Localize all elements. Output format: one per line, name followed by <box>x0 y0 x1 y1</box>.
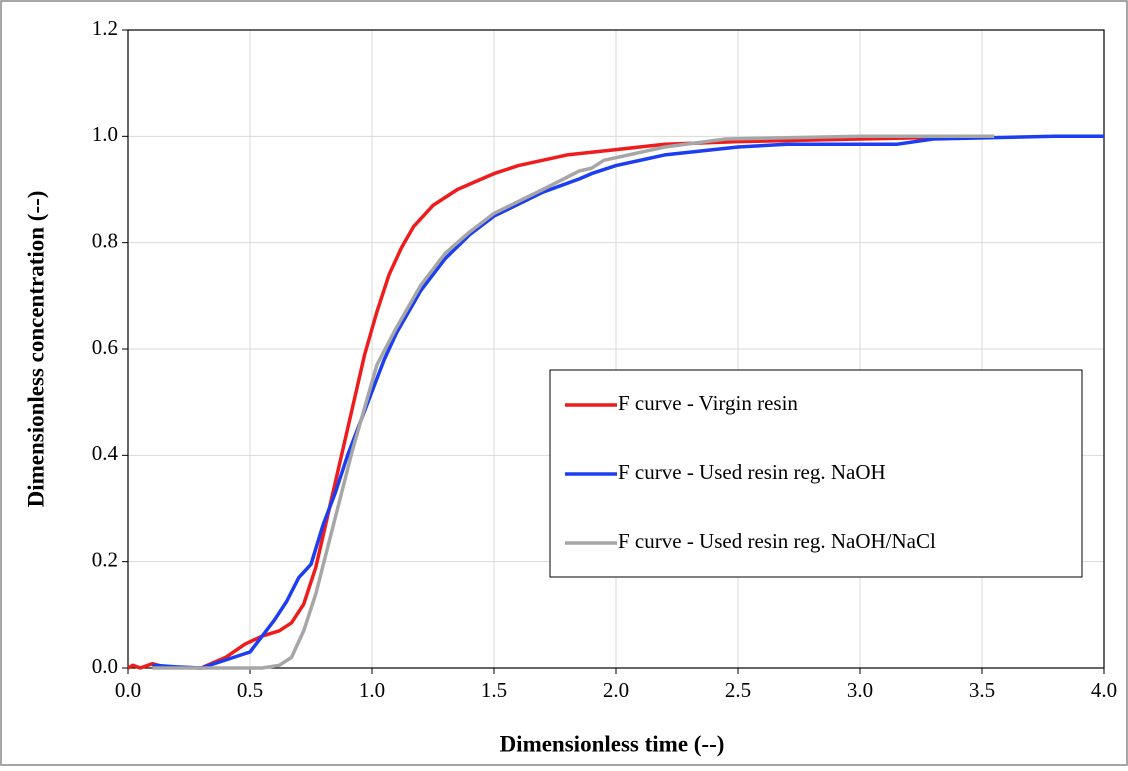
y-tick-label: 0.0 <box>92 654 118 678</box>
x-tick-label: 3.0 <box>847 678 873 702</box>
x-tick-label: 1.0 <box>359 678 385 702</box>
y-axis-label: Dimensionless concentration (--) <box>23 191 48 508</box>
y-tick-label: 0.2 <box>92 547 118 571</box>
x-tick-label: 4.0 <box>1091 678 1117 702</box>
x-tick-label: 0.5 <box>237 678 263 702</box>
x-tick-label: 3.5 <box>969 678 995 702</box>
x-tick-label: 0.0 <box>115 678 141 702</box>
y-tick-label: 0.8 <box>92 228 118 252</box>
x-axis-label: Dimensionless time (--) <box>500 731 725 756</box>
legend-label: F curve - Used resin reg. NaOH/NaCl <box>618 529 936 553</box>
y-tick-label: 0.4 <box>92 441 119 465</box>
y-tick-label: 1.2 <box>92 16 118 40</box>
plot-area <box>127 29 1105 669</box>
series-line <box>152 134 995 670</box>
legend-label: F curve - Used resin reg. NaOH <box>618 460 886 484</box>
series-line <box>152 134 1104 670</box>
x-tick-label: 1.5 <box>481 678 507 702</box>
y-tick-label: 0.6 <box>92 335 118 359</box>
x-tick-label: 2.0 <box>603 678 629 702</box>
y-tick-label: 1.0 <box>92 122 118 146</box>
legend-label: F curve - Virgin resin <box>618 391 798 415</box>
legend <box>549 369 1083 578</box>
x-tick-label: 2.5 <box>725 678 751 702</box>
